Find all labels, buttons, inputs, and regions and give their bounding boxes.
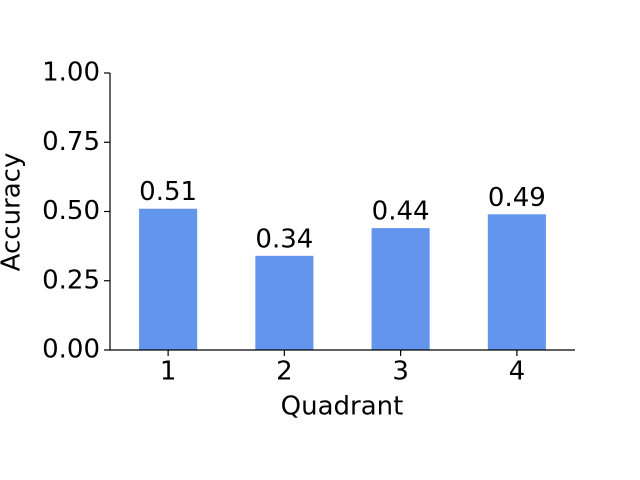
bar bbox=[255, 255, 314, 350]
bar bbox=[487, 214, 546, 350]
y-tick-label: 0.25 bbox=[42, 265, 100, 295]
data-label: 0.34 bbox=[255, 224, 313, 254]
bar bbox=[139, 208, 198, 350]
y-tick-label: 1.00 bbox=[42, 58, 100, 88]
y-axis-label: Accuracy bbox=[0, 153, 27, 272]
data-label: 0.44 bbox=[372, 197, 430, 227]
x-tick-label: 1 bbox=[160, 357, 177, 387]
data-label: 0.51 bbox=[139, 177, 197, 207]
x-tick-label: 4 bbox=[509, 357, 526, 387]
data-label: 0.49 bbox=[488, 183, 546, 213]
y-tick-label: 0.75 bbox=[42, 127, 100, 157]
y-tick-label: 0.50 bbox=[42, 196, 100, 226]
y-tick-label: 0.00 bbox=[42, 335, 100, 365]
x-axis-label: Quadrant bbox=[281, 392, 404, 422]
x-tick-label: 2 bbox=[276, 357, 293, 387]
bar bbox=[371, 228, 430, 350]
x-tick-label: 3 bbox=[392, 357, 409, 387]
